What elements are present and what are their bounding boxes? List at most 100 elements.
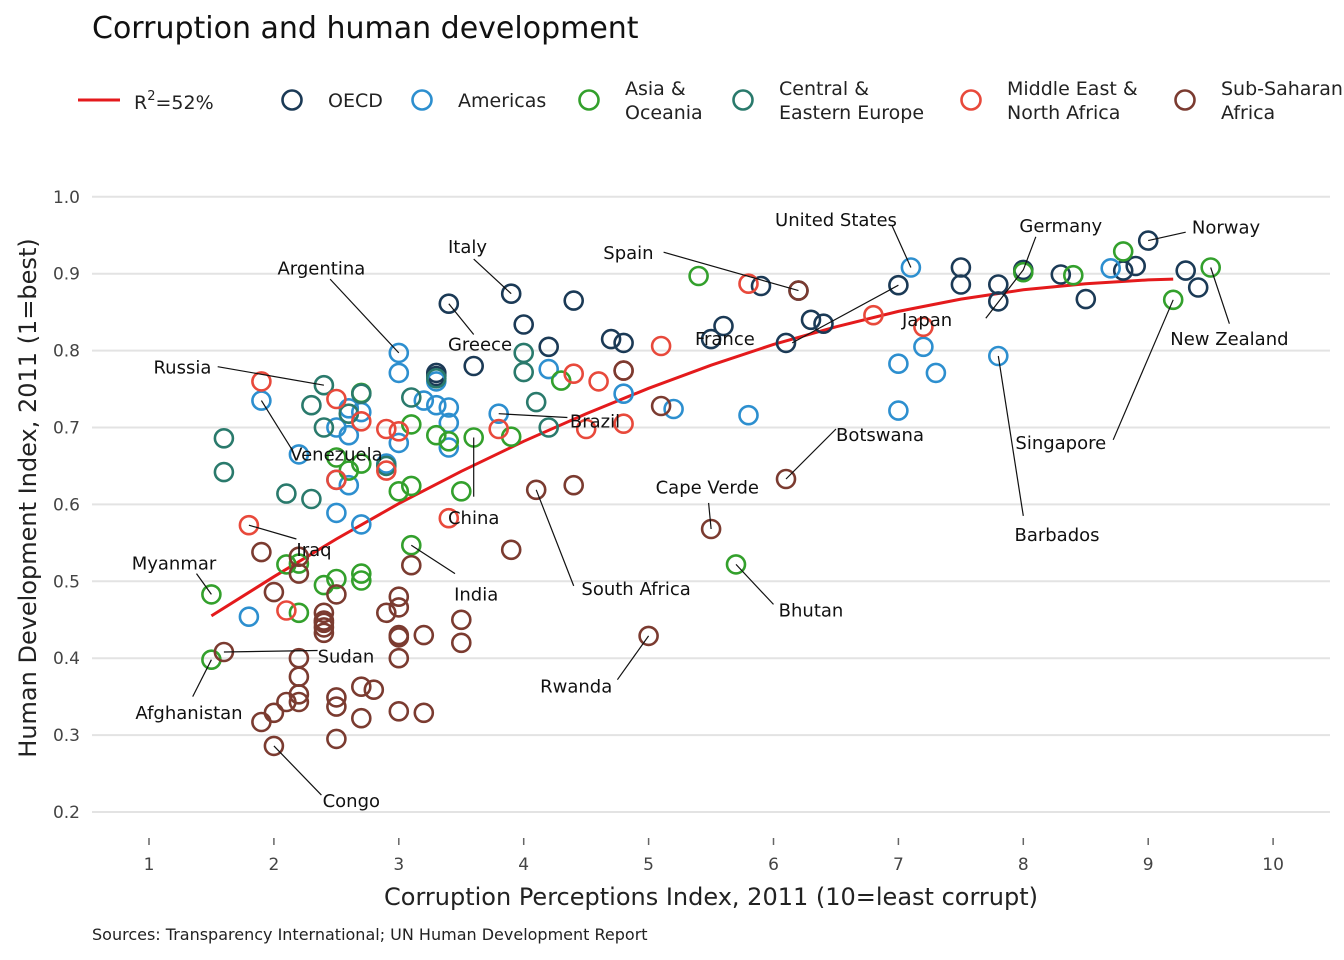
data-point <box>350 570 372 591</box>
grid-lines <box>92 195 1330 813</box>
x-tick-label: 1 <box>144 855 155 875</box>
legend: R2=52% OECD Americas Asia & Oceania Central &… <box>78 78 1343 124</box>
data-point <box>538 417 560 438</box>
data-point <box>775 332 797 354</box>
annotations: Norway United States Germany Spain Italy Arge… <box>132 210 1289 812</box>
data-point <box>288 553 310 574</box>
data-point <box>888 400 909 421</box>
data-point <box>375 460 397 481</box>
data-point <box>350 514 372 535</box>
data-point <box>650 335 672 357</box>
annotation-leader <box>498 413 568 419</box>
annotation-label: Greece <box>448 334 512 355</box>
data-point <box>600 328 622 350</box>
series-asia-oceania <box>201 241 1221 671</box>
data-point <box>326 447 347 468</box>
data-point <box>700 328 722 350</box>
data-point <box>987 274 1009 295</box>
annotation-leader <box>1022 236 1037 271</box>
data-point <box>888 274 909 296</box>
x-tick-label: 8 <box>1018 855 1029 875</box>
data-point <box>663 398 684 420</box>
data-point <box>813 313 834 335</box>
data-point <box>263 581 285 603</box>
data-point <box>738 273 759 295</box>
legend-swatch <box>960 89 982 111</box>
annotation-leader <box>410 544 456 575</box>
data-point <box>688 265 709 287</box>
data-point <box>1100 257 1121 279</box>
data-point <box>500 283 522 305</box>
data-point <box>313 612 335 634</box>
data-point <box>563 474 585 496</box>
data-point <box>326 584 347 605</box>
annotation-leader <box>448 303 475 335</box>
y-tick-label: 0.3 <box>53 726 80 746</box>
data-point <box>288 691 310 713</box>
data-point <box>350 707 372 729</box>
annotation-label: Spain <box>603 243 653 264</box>
x-tick-label: 4 <box>518 855 529 875</box>
legend-label: Americas <box>458 90 546 112</box>
data-point <box>400 475 422 497</box>
data-point <box>1200 257 1221 278</box>
data-point <box>725 554 747 575</box>
data-point <box>375 602 397 624</box>
annotation-label: Botswana <box>836 425 924 446</box>
data-point <box>288 444 310 465</box>
data-point <box>238 606 260 628</box>
data-point <box>413 624 435 646</box>
annotation-label: France <box>695 329 755 350</box>
annotation-label: Sudan <box>318 647 375 668</box>
data-point <box>538 336 560 358</box>
data-point <box>201 584 222 605</box>
data-point <box>513 314 535 335</box>
data-point <box>525 479 547 501</box>
y-tick-label: 1.0 <box>53 188 80 208</box>
legend-label: OECD <box>328 90 383 112</box>
annotation-label: Barbados <box>1014 525 1099 546</box>
data-point <box>388 597 410 618</box>
data-point <box>288 546 310 568</box>
annotation-label: Cape Verde <box>656 478 759 499</box>
chart-title: Corruption and human development <box>92 11 639 46</box>
legend-swatch <box>1174 89 1196 111</box>
data-point <box>863 304 884 326</box>
data-point <box>313 602 335 624</box>
series-central-eastern-europe <box>213 342 560 510</box>
data-point <box>400 534 422 556</box>
data-point <box>251 541 272 563</box>
data-point <box>1175 260 1196 281</box>
data-point <box>613 383 634 405</box>
data-point <box>400 554 422 576</box>
data-point <box>425 367 447 389</box>
y-tick-label: 0.6 <box>53 495 80 515</box>
data-point <box>525 391 547 413</box>
data-point <box>913 336 934 358</box>
source-note: Sources: Transparency International; UN … <box>92 925 648 944</box>
data-point <box>413 702 435 724</box>
data-point <box>375 418 397 440</box>
data-point <box>538 358 560 380</box>
annotation-leader <box>1112 299 1174 441</box>
data-point <box>350 453 372 474</box>
annotation-leader <box>1210 267 1230 324</box>
data-point <box>900 257 922 278</box>
annotation-leader <box>217 366 325 386</box>
data-point <box>513 361 535 383</box>
annotation-label: Congo <box>323 791 380 812</box>
annotation-label: Iraq <box>296 540 331 561</box>
data-point <box>301 394 322 416</box>
annotation-label: Norway <box>1192 218 1261 239</box>
x-tick-label: 3 <box>393 855 404 875</box>
data-point <box>613 332 634 354</box>
annotation-leader <box>985 269 1024 319</box>
annotation-label: Japan <box>901 310 952 331</box>
data-point <box>350 676 372 698</box>
annotation-label: Argentina <box>277 258 365 279</box>
x-tick-label: 2 <box>268 855 279 875</box>
data-point <box>326 388 347 410</box>
fit-line <box>210 277 1174 618</box>
data-point <box>363 679 385 701</box>
data-point <box>800 309 822 331</box>
